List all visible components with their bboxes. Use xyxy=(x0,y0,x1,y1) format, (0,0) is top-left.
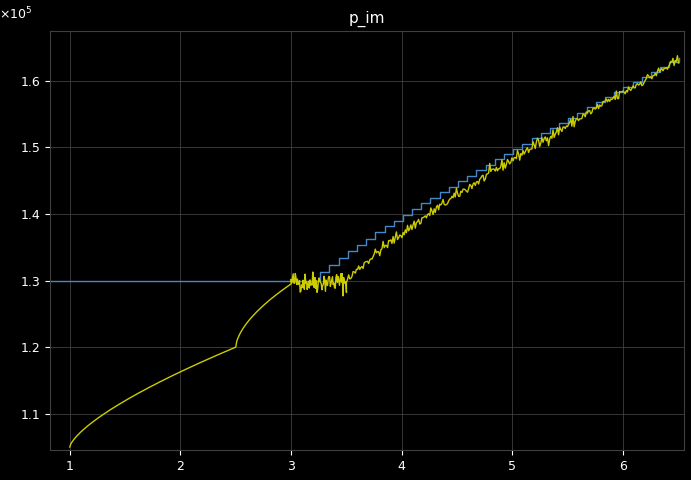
Text: $\times10^5$: $\times10^5$ xyxy=(0,6,32,23)
Title: p_im: p_im xyxy=(349,11,385,27)
